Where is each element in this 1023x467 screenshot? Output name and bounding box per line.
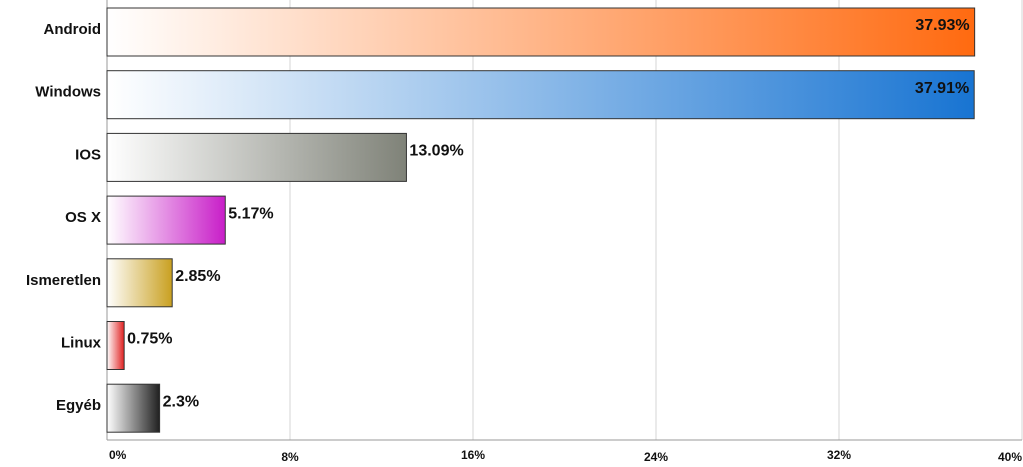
- value-label: 2.3%: [163, 393, 199, 410]
- bar: [106, 132, 407, 182]
- bar: [106, 383, 161, 433]
- x-tick-label: 0%: [109, 448, 127, 462]
- bar: [106, 70, 975, 120]
- bar: [106, 258, 173, 308]
- category-label: Android: [44, 21, 102, 38]
- x-tick-label: 40%: [998, 450, 1022, 464]
- bar: [106, 321, 125, 370]
- category-label: Egyéb: [56, 397, 101, 414]
- category-label: Ismeretlen: [26, 272, 101, 289]
- category-label: Windows: [35, 84, 101, 101]
- value-label: 37.91%: [915, 80, 969, 97]
- value-label: 0.75%: [127, 331, 172, 348]
- category-label: OS X: [65, 209, 101, 226]
- x-tick-label: 8%: [281, 450, 299, 464]
- x-tick-label: 16%: [461, 448, 485, 462]
- bar: [106, 7, 976, 57]
- category-label: IOS: [75, 146, 101, 163]
- bar: [106, 195, 226, 245]
- value-label: 5.17%: [228, 205, 273, 222]
- x-tick-label: 32%: [827, 448, 851, 462]
- x-tick-label: 24%: [644, 450, 668, 464]
- value-label: 2.85%: [175, 268, 220, 285]
- value-label: 13.09%: [409, 143, 463, 160]
- value-label: 37.93%: [915, 17, 969, 34]
- category-label: Linux: [61, 334, 102, 351]
